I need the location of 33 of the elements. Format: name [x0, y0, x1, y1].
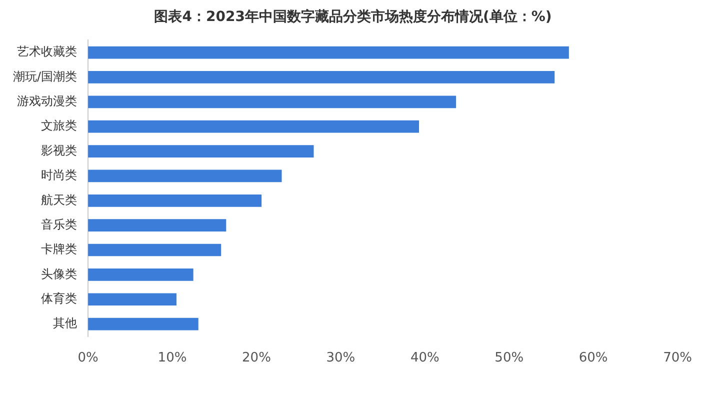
bar [88, 194, 262, 207]
x-tick-label: 10% [158, 350, 187, 366]
bar [88, 219, 226, 232]
x-tick-label: 40% [410, 350, 440, 366]
bar [88, 318, 198, 330]
y-tick-label: 头像类 [41, 266, 78, 281]
chart-title: 图表4：2023年中国数字藏品分类市场热度分布情况(单位：%) [153, 8, 553, 27]
y-tick-label: 潮玩/国潮类 [12, 69, 78, 84]
x-tick-label: 60% [578, 350, 608, 366]
bar [88, 120, 420, 133]
x-tick-label: 30% [326, 350, 356, 366]
y-tick-label: 其他 [53, 316, 78, 330]
bar [88, 96, 456, 108]
y-tick-label: 影视类 [41, 143, 78, 158]
y-tick-label: 艺术收藏类 [17, 44, 78, 59]
bar [88, 268, 194, 281]
y-tick-label: 体育类 [41, 292, 78, 306]
bar [88, 145, 314, 158]
y-tick-label: 文旅类 [41, 118, 78, 133]
y-tick-label: 卡牌类 [41, 242, 78, 256]
x-tick-label: 20% [242, 350, 271, 366]
bar [88, 170, 282, 182]
y-tick-label: 时尚类 [41, 168, 78, 182]
bar [88, 46, 569, 59]
x-tick-label: 70% [663, 350, 692, 366]
y-tick-label: 游戏动漫类 [17, 94, 78, 108]
x-tick-label: 50% [494, 350, 524, 366]
bar [88, 71, 555, 84]
bar [88, 293, 176, 306]
bar [88, 244, 222, 256]
y-tick-label: 音乐类 [41, 217, 78, 232]
y-tick-label: 航天类 [41, 192, 78, 207]
x-tick-label: 0% [78, 350, 98, 366]
